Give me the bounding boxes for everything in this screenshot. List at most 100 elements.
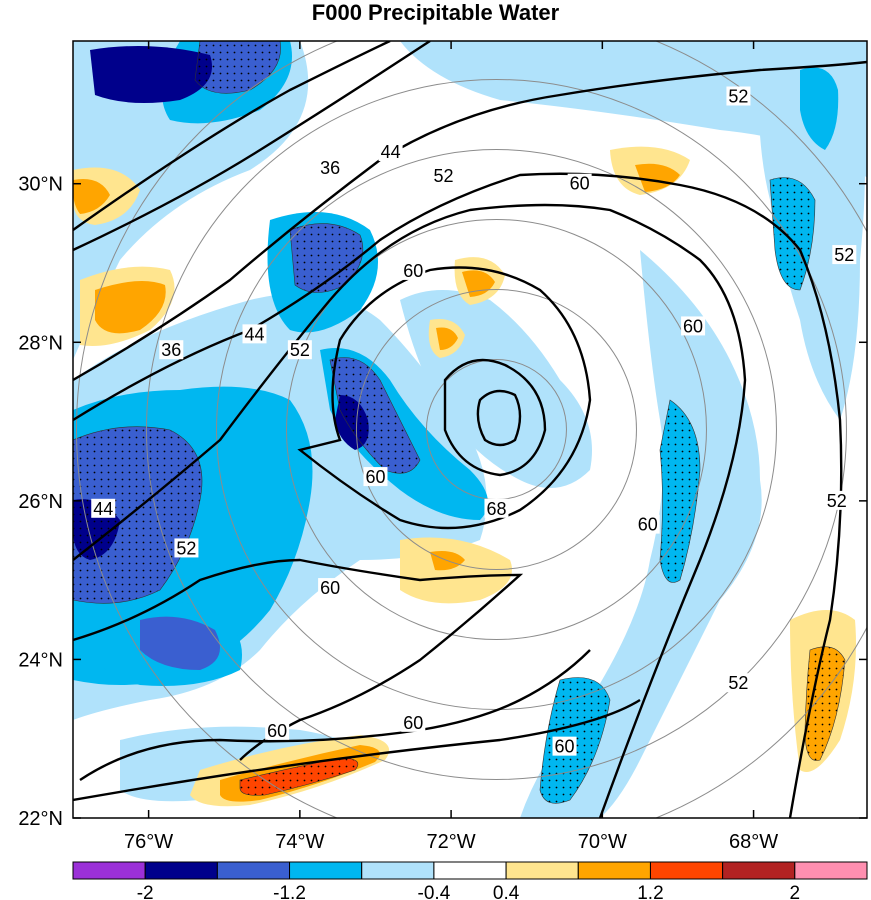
contour-label: 60: [638, 515, 658, 535]
chart-title: F000 Precipitable Water: [311, 0, 560, 25]
shade-region: [635, 163, 680, 192]
contour-label: 68: [486, 499, 506, 519]
contour-label: 52: [728, 87, 748, 107]
colorbar-label: 1.2: [637, 883, 663, 900]
x-tick-label: 68°W: [729, 831, 778, 853]
range-ring: [76, 41, 867, 818]
colorbar-label: -2: [137, 883, 154, 900]
contour-label: 44: [381, 142, 401, 162]
shade-region: [462, 270, 495, 297]
map-plot-area: 36 44 52 52 60 60 36 44 52 60 52 60 68 44 52 60 60 52 52 60…: [73, 41, 867, 818]
shade-region: [400, 537, 512, 604]
plot-frame: [72, 40, 868, 819]
contour-label-bg: [363, 467, 388, 487]
shade-region: [436, 327, 458, 350]
stippled-region: [659, 399, 701, 583]
colorbar-swatch: [649, 861, 724, 880]
x-tick-label: 74°W: [275, 831, 324, 853]
shade-region: [73, 41, 309, 360]
range-ring: [145, 79, 847, 780]
y-tick-label: 26°N: [18, 491, 63, 513]
stippled-region: [804, 646, 846, 761]
y-tick-label: 22°N: [18, 808, 63, 830]
contour-label: 52: [176, 538, 196, 558]
stippled-region: [239, 757, 359, 796]
stippled-region: [73, 426, 203, 604]
colorbar-swatch: [216, 861, 291, 880]
colorbar-swatch: [505, 861, 579, 880]
x-tick-label: 76°W: [124, 831, 173, 853]
colorbar-swatch: [72, 861, 146, 880]
y-tick-label: 24°N: [18, 649, 63, 671]
contour-label-bg: [287, 340, 312, 360]
contour-label: 60: [555, 737, 575, 757]
contour-label: 60: [267, 721, 287, 741]
contour-line: [73, 41, 391, 231]
contour-label-bg: [401, 260, 426, 280]
x-tick-label: 70°W: [578, 831, 627, 853]
contour-line: [443, 358, 547, 477]
shade-region: [400, 41, 867, 178]
contour-label: 60: [365, 467, 385, 487]
contour-label: 52: [434, 166, 454, 186]
contour-line: [476, 389, 522, 447]
contour-label-bg: [681, 316, 706, 336]
range-ring: [285, 219, 707, 640]
shade-region: [520, 250, 762, 818]
contour-label-bg: [265, 720, 290, 740]
colorbar-label: 0.4: [493, 883, 520, 900]
contour-label-bg: [318, 578, 343, 598]
contour-label-bg: [567, 173, 592, 193]
colorbar-swatch: [289, 861, 363, 880]
contour-label: 36: [161, 340, 181, 360]
colorbar-swatch: [144, 861, 218, 880]
colorbar-label: 2: [790, 883, 801, 900]
x-tick-label: 72°W: [427, 831, 476, 853]
stippled-region: [289, 223, 364, 293]
contour-label-bg: [401, 712, 426, 732]
colorbar-swatch: [433, 861, 507, 880]
colorbar-swatch: [722, 861, 796, 880]
contour-label-bg: [431, 165, 456, 185]
contour-line: [73, 558, 524, 761]
y-tick-label: 28°N: [18, 332, 63, 354]
contour-line: [73, 203, 747, 818]
contour-label: 44: [93, 499, 113, 519]
contour-label-bg: [552, 736, 577, 756]
contour-label: 36: [320, 158, 340, 178]
contour-label-bg: [726, 86, 751, 106]
contour-label-bg: [484, 498, 509, 518]
contour-label: 60: [570, 174, 590, 194]
colorbar-swatch: [794, 861, 868, 880]
contour-label-bg: [635, 514, 660, 534]
contour-line: [73, 41, 431, 252]
contour-label: 52: [834, 245, 854, 265]
contour-label: 60: [320, 578, 340, 598]
contour-label: 52: [290, 340, 310, 360]
contour-label-bg: [174, 538, 199, 558]
stippled-region: [194, 41, 281, 94]
contour-line: [79, 649, 591, 781]
colorbar-swatch: [577, 861, 651, 880]
contour-label-bg: [318, 157, 343, 177]
axis-ticks: 76°W 74°W 72°W 70°W 68°W 22°N 24°N 26°N 28°N 30°N: [18, 41, 867, 853]
colorbar-label: -1.2: [273, 883, 306, 900]
shade-region: [140, 616, 220, 670]
colorbar-swatch: [361, 861, 435, 880]
contour-label-bg: [832, 245, 857, 265]
range-ring: [355, 289, 637, 570]
shade-region: [73, 179, 110, 214]
colorbar-label: -0.4: [418, 883, 451, 900]
shade-region: [800, 67, 839, 150]
contour-line: [73, 60, 867, 382]
stippled-region: [329, 357, 421, 474]
contour-line: [73, 172, 843, 818]
contour-label-bg: [242, 324, 267, 344]
contour-label: 60: [683, 316, 703, 336]
contour-label: 52: [728, 673, 748, 693]
contour-label-bg: [824, 490, 849, 510]
shade-region: [90, 46, 212, 104]
shade-region: [95, 281, 166, 334]
